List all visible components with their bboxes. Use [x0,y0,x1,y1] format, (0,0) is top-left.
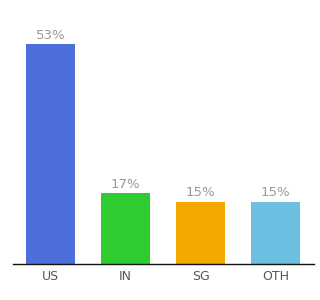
Bar [101,194,150,264]
Text: 53%: 53% [36,28,66,42]
Text: 15%: 15% [261,186,290,199]
Bar [176,202,225,264]
Bar [27,44,75,264]
Text: 17%: 17% [111,178,140,191]
Bar [251,202,300,264]
Text: 15%: 15% [186,186,215,199]
